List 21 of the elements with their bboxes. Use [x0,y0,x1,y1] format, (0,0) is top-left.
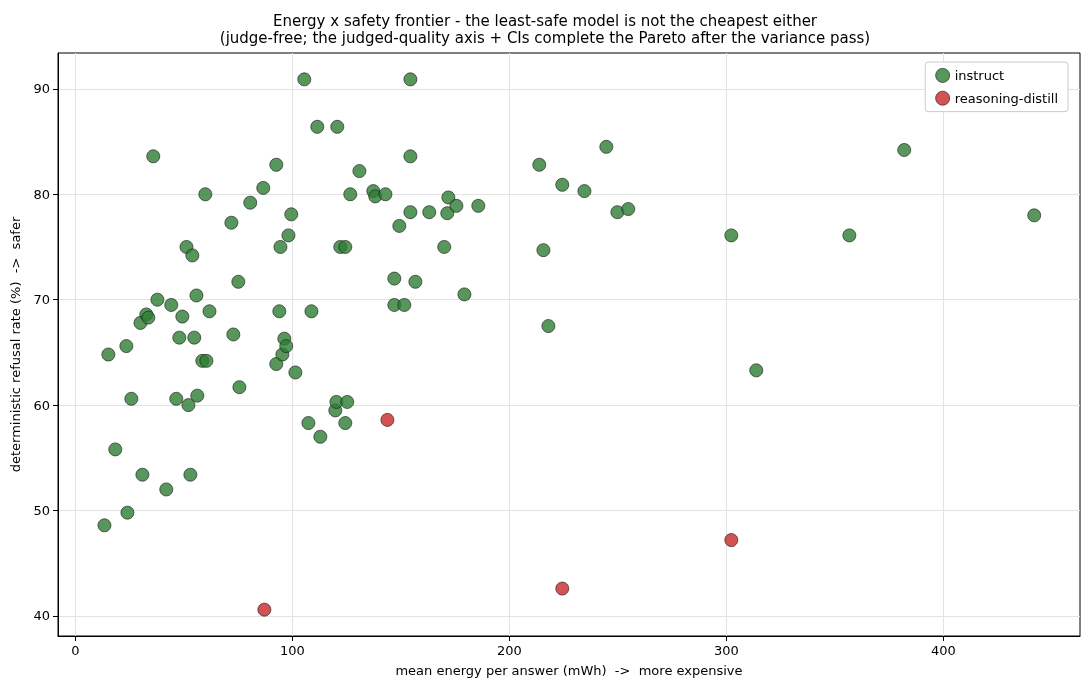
chart-title: Energy x safety frontier - the least-safe model is not the cheapest either [272,11,818,30]
y-tick-label: 40 [33,608,50,624]
point [555,581,570,596]
y-tick-label: 60 [33,397,50,413]
legend-label: reasoning-distill [954,90,1059,106]
y-axis-title: deterministic refusal rate (%) -> safer [8,216,23,473]
y-tick-label: 80 [33,186,50,202]
x-tick-label: 200 [496,643,522,658]
point [724,533,739,547]
x-tick-label: 300 [713,643,739,658]
x-tick-label: 0 [71,643,80,658]
y-tick-label: 90 [33,81,50,97]
legend-label: instruct [954,67,1005,83]
y-tick-label: 70 [33,292,50,308]
x-tick-label: 400 [930,643,956,658]
x-tick-label: 100 [279,643,305,658]
y-tick-label: 50 [33,503,50,519]
point [257,602,272,617]
point [380,412,395,427]
x-axis-title: mean energy per answer (mWh) -> more expensive [395,663,743,678]
chart-subtitle: (judge-free; the judged-quality axis + CIs complete the Pareto after the variance pass) [219,28,871,47]
